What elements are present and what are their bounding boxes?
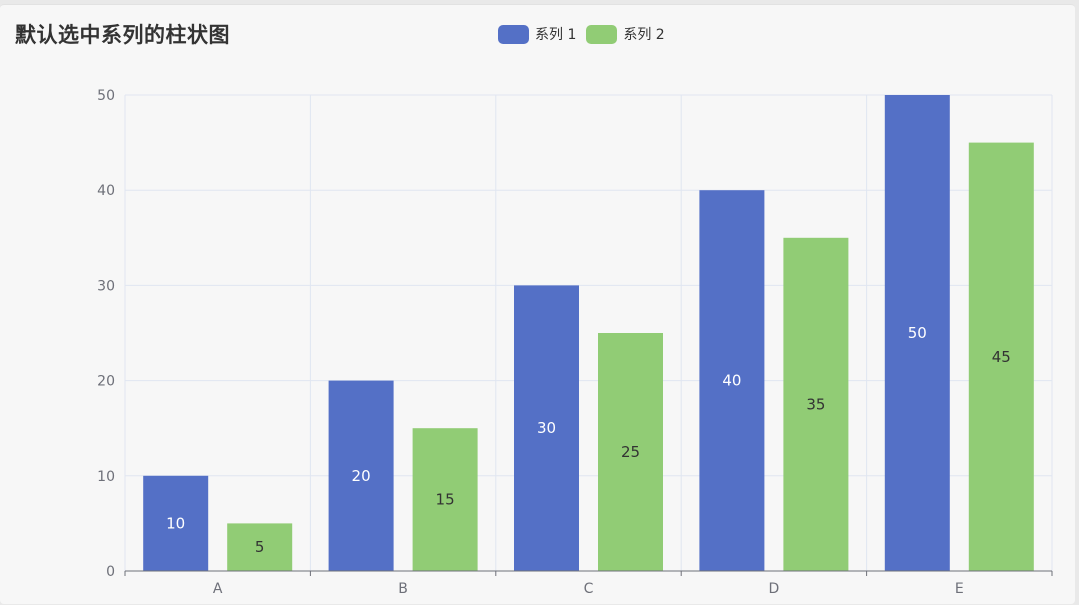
y-tick-label: 20 [97, 374, 115, 390]
bar-data-label: 30 [537, 419, 556, 437]
bar-data-label: 5 [255, 538, 265, 556]
bar [783, 237, 849, 572]
x-tick-label: D [769, 581, 780, 597]
legend-swatch-series-2 [586, 24, 618, 44]
legend-item-series-2[interactable]: 系列 2 [586, 24, 665, 44]
bar [598, 333, 663, 571]
legend-label-series-2: 系列 2 [623, 27, 665, 43]
bar [412, 428, 478, 571]
axis-layer: 0 10 20 30 40 50 A B C D E [97, 88, 1053, 597]
bars-layer: 10 5 20 15 30 25 40 35 50 45 [143, 95, 1034, 572]
bar-data-label: 25 [621, 443, 640, 461]
y-tick-label: 0 [106, 564, 115, 580]
chart-title: 默认选中系列的柱状图 [15, 23, 230, 47]
legend-item-series-1[interactable]: 系列 1 [498, 24, 576, 44]
y-tick-label: 30 [97, 278, 115, 294]
bar-data-label: 15 [436, 491, 455, 509]
y-tick-label: 50 [97, 88, 115, 104]
bar-data-label: 35 [806, 395, 825, 413]
legend-swatch-series-1 [498, 24, 529, 44]
y-tick-label: 40 [97, 183, 115, 199]
bar [699, 190, 765, 571]
bar-data-label: 45 [992, 348, 1011, 366]
x-tick-label: E [955, 581, 964, 597]
legend-label-series-1: 系列 1 [535, 27, 577, 43]
bar [328, 380, 394, 571]
bar [514, 285, 579, 571]
bar-data-label: 40 [722, 372, 741, 390]
bar [227, 523, 293, 571]
bar [968, 142, 1034, 571]
x-tick-label: B [398, 581, 408, 597]
y-tick-label: 10 [97, 469, 115, 485]
legend: 系列 1 系列 2 [498, 24, 675, 44]
bar-data-label: 50 [908, 324, 927, 342]
bar-data-label: 20 [352, 467, 371, 485]
bar [143, 475, 209, 571]
x-tick-label: C [584, 581, 594, 597]
bar [884, 95, 950, 571]
x-tick-label: A [213, 581, 223, 597]
bar-data-label: 10 [166, 514, 185, 532]
